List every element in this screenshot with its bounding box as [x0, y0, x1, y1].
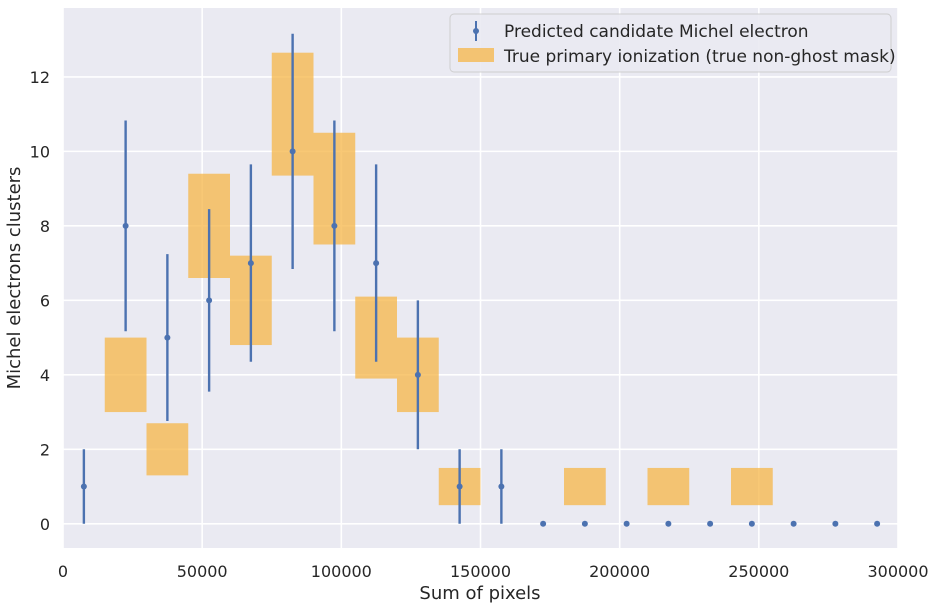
true-ionization-band [647, 467, 690, 506]
x-tick-label: 50000 [177, 562, 228, 581]
y-tick-label: 6 [40, 291, 50, 310]
true-ionization-band [731, 467, 773, 506]
data-point [498, 483, 505, 490]
true-ionization-band [104, 337, 147, 413]
data-point [122, 222, 129, 229]
data-point [80, 483, 87, 490]
data-point [540, 520, 547, 527]
y-tick-label: 12 [30, 68, 50, 87]
x-tick-label: 150000 [450, 562, 511, 581]
data-point [581, 520, 588, 527]
x-tick-label: 100000 [311, 562, 372, 581]
data-point [373, 260, 380, 267]
y-tick-label: 10 [30, 142, 50, 161]
legend-band-swatch [458, 48, 494, 62]
data-point [665, 520, 672, 527]
predicted-points [80, 33, 881, 527]
grid [62, 8, 899, 548]
data-point [289, 148, 296, 155]
legend-label-predicted: Predicted candidate Michel electron [504, 22, 809, 42]
y-tick-label: 4 [40, 366, 50, 385]
x-tick-label: 300000 [867, 562, 928, 581]
data-point [414, 371, 421, 378]
y-tick-label: 8 [40, 217, 50, 236]
data-point [790, 520, 797, 527]
legend: Predicted candidate Michel electron True… [449, 13, 896, 73]
x-tick-label: 0 [58, 562, 68, 581]
y-axis-label: Michel electrons clusters [4, 167, 25, 390]
data-point [331, 222, 338, 229]
data-point [206, 297, 213, 304]
legend-label-true: True primary ionization (true non-ghost … [503, 47, 896, 67]
data-point [748, 520, 755, 527]
x-axis-label: Sum of pixels [419, 583, 540, 604]
y-tick-label: 0 [40, 515, 50, 534]
data-point [874, 520, 881, 527]
x-tick-label: 250000 [728, 562, 789, 581]
data-point [707, 520, 714, 527]
data-point [623, 520, 630, 527]
y-tick-labels: 0 2 4 6 8 10 12 [30, 68, 50, 534]
true-ionization-band [146, 423, 189, 476]
y-tick-label: 2 [40, 440, 50, 459]
data-point [832, 520, 839, 527]
x-tick-labels: 0 50000 100000 150000 200000 250000 300000 [58, 562, 929, 581]
data-point [456, 483, 463, 490]
data-point [247, 260, 254, 267]
data-point [164, 334, 171, 341]
legend-box [449, 13, 892, 73]
x-tick-label: 200000 [589, 562, 650, 581]
true-ionization-band [564, 467, 606, 506]
legend-point-marker [473, 28, 479, 34]
